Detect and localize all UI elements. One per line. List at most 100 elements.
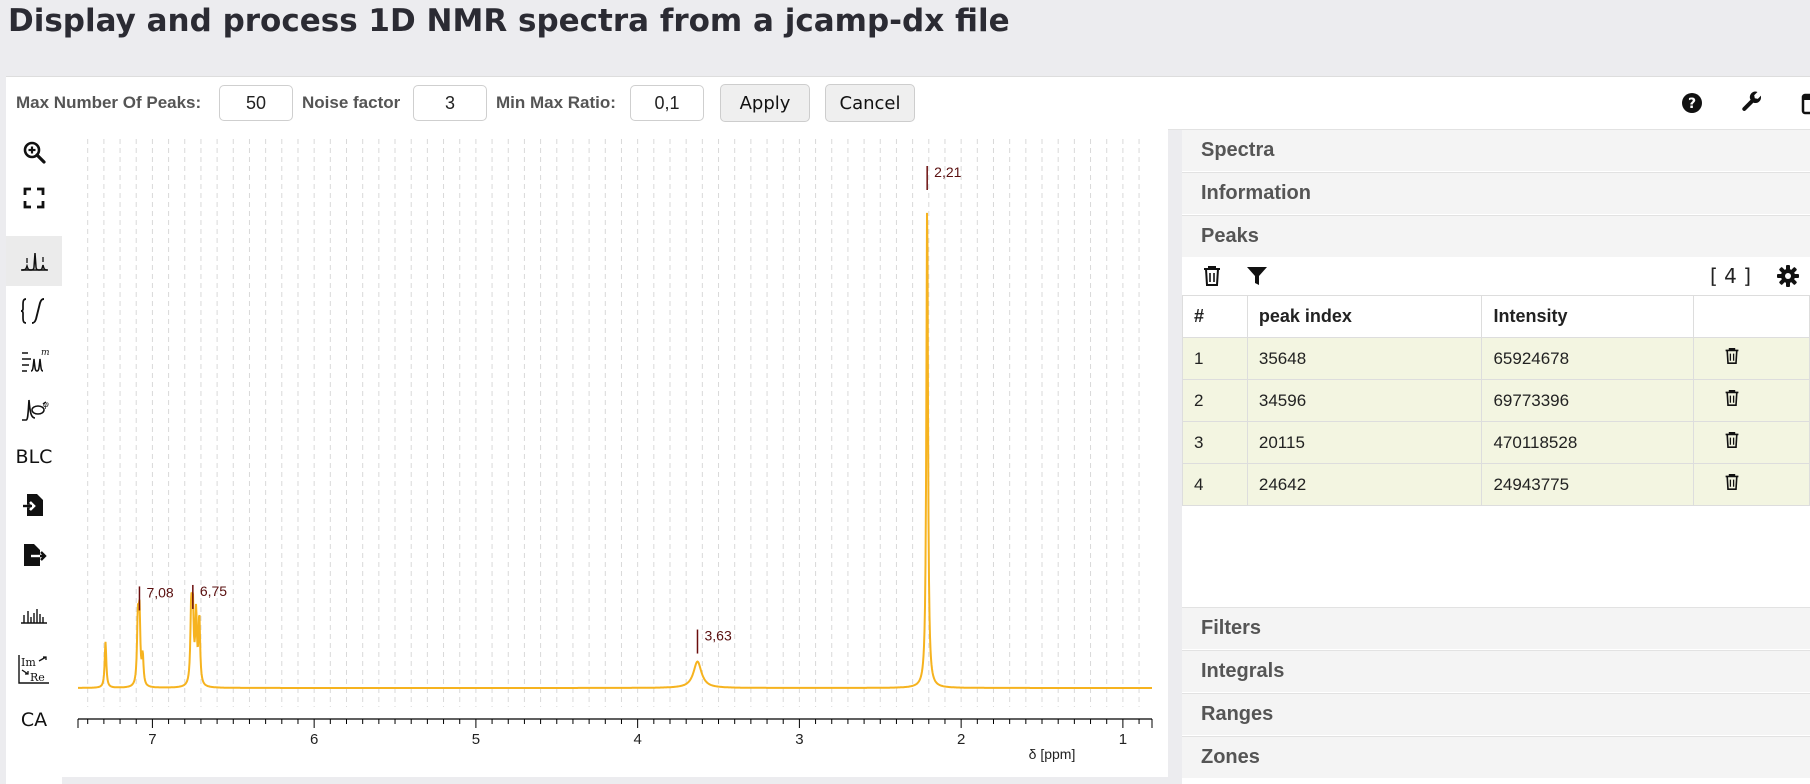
filters-section-header[interactable]: Filters — [1182, 607, 1810, 649]
svg-text:Im: Im — [21, 656, 36, 669]
integral-tool[interactable] — [6, 287, 62, 335]
baseline-correction-tool[interactable]: BLC — [6, 433, 62, 481]
trash-icon[interactable] — [1724, 347, 1740, 365]
min-max-ratio-input[interactable] — [630, 85, 704, 121]
filter-icon[interactable] — [1246, 266, 1268, 286]
real-imaginary-icon: Im Re — [18, 655, 49, 684]
peak-label: 7,08 — [146, 584, 173, 600]
trash-icon[interactable] — [1724, 473, 1740, 491]
peak-intensity: 24943775 — [1481, 463, 1695, 506]
svg-text:?: ? — [1688, 96, 1696, 112]
spectrum-line — [78, 212, 1152, 689]
delete-cell — [1693, 463, 1810, 506]
real-imaginary-tool[interactable]: Im Re — [6, 642, 62, 696]
integrals-section-header[interactable]: Integrals — [1182, 650, 1810, 692]
zoom-in-icon — [23, 141, 46, 164]
max-peaks-label: Max Number Of Peaks: — [16, 93, 202, 112]
integral-icon — [20, 298, 45, 324]
wrench-icon[interactable] — [1740, 91, 1764, 115]
table-row[interactable]: 3 20115 470118528 — [1182, 421, 1810, 464]
tool-sidebar: m φ BLC Im — [6, 129, 62, 784]
x-axis-label: δ [ppm] — [1029, 746, 1076, 762]
zones-section-header[interactable]: Zones — [1182, 736, 1810, 778]
calendar-icon[interactable] — [1800, 91, 1810, 115]
min-max-ratio-label: Min Max Ratio: — [496, 93, 616, 112]
spectra-section-header[interactable]: Spectra — [1182, 129, 1810, 171]
delete-cell — [1693, 337, 1810, 380]
x-tick-label: 7 — [148, 731, 156, 748]
svg-text:Re: Re — [30, 671, 45, 684]
ca-tool[interactable]: CA — [6, 697, 62, 743]
import-file-tool[interactable] — [6, 481, 62, 529]
import-file-icon — [23, 494, 43, 516]
ranges-section-header[interactable]: Ranges — [1182, 693, 1810, 735]
peak-picking-tool[interactable] — [6, 236, 62, 286]
peak-index: 35648 — [1246, 337, 1483, 380]
spectrum-stack-icon — [21, 609, 47, 624]
peaks-count: [ 4 ] — [1710, 264, 1752, 288]
grid-lines — [87, 139, 1140, 707]
delete-all-peaks-icon[interactable] — [1202, 265, 1222, 287]
information-section-header[interactable]: Information — [1182, 172, 1810, 214]
fullscreen-icon — [23, 187, 45, 209]
help-circle-icon[interactable]: ? — [1680, 91, 1704, 115]
peak-intensity: 470118528 — [1481, 421, 1695, 464]
column-header[interactable]: peak index — [1246, 295, 1483, 338]
max-peaks-input[interactable] — [219, 85, 293, 121]
peak-label: 6,75 — [200, 583, 227, 599]
gear-icon[interactable] — [1777, 265, 1799, 287]
cancel-button[interactable]: Cancel — [825, 84, 915, 122]
table-row[interactable]: 2 34596 69773396 — [1182, 379, 1810, 422]
trash-icon[interactable] — [1724, 389, 1740, 407]
multiplet-analysis-tool[interactable]: m — [6, 336, 62, 384]
apply-button[interactable]: Apply — [720, 84, 810, 122]
noise-factor-input[interactable] — [413, 85, 487, 121]
peak-number: 2 — [1182, 379, 1248, 422]
peak-number: 4 — [1182, 463, 1248, 506]
peak-intensity: 65924678 — [1481, 337, 1695, 380]
peak-markers: 7,08 6,75 3,63 2,21 — [138, 164, 962, 654]
column-header[interactable]: # — [1182, 295, 1248, 338]
table-row[interactable]: 4 24642 24943775 — [1182, 463, 1810, 506]
noise-factor-label: Noise factor — [302, 93, 401, 112]
side-panel: Spectra Information Peaks [ 4 ] — [1182, 129, 1810, 784]
nmr-spectrum-chart[interactable]: 7,08 6,75 3,63 2,21 7 6 5 4 3 2 1 δ [ppm] — [62, 129, 1168, 777]
trash-icon[interactable] — [1724, 431, 1740, 449]
peak-picking-icon — [21, 252, 49, 271]
peak-label: 2,21 — [934, 164, 961, 180]
x-ticks: 7 6 5 4 3 2 1 — [77, 719, 1153, 748]
multiplet-analysis-icon: m — [22, 348, 49, 372]
x-tick-label: 5 — [472, 731, 480, 748]
peak-number: 3 — [1182, 421, 1248, 464]
peak-index: 24642 — [1246, 463, 1483, 506]
column-header[interactable]: Intensity — [1481, 295, 1695, 338]
full-zoom-out-tool[interactable] — [6, 175, 62, 221]
zoom-in-tool[interactable] — [6, 129, 62, 175]
peak-index: 20115 — [1246, 421, 1483, 464]
x-tick-label: 4 — [633, 731, 641, 748]
spectrum-stack-tool[interactable] — [6, 586, 62, 642]
peak-label: 3,63 — [704, 628, 731, 644]
phase-correction-icon: φ — [22, 399, 49, 421]
export-file-tool[interactable] — [6, 531, 62, 579]
x-tick-label: 3 — [795, 731, 803, 748]
x-tick-label: 1 — [1119, 731, 1127, 748]
x-tick-label: 6 — [310, 731, 318, 748]
svg-text:m: m — [41, 348, 49, 358]
baseline-correction-text: BLC — [15, 446, 53, 468]
spectrum-viewer[interactable]: 7,08 6,75 3,63 2,21 7 6 5 4 3 2 1 δ [ppm] — [62, 129, 1168, 777]
table-row[interactable]: 1 35648 65924678 — [1182, 337, 1810, 380]
page-title: Display and process 1D NMR spectra from … — [8, 3, 1010, 39]
peak-index: 34596 — [1246, 379, 1483, 422]
peaks-section-header[interactable]: Peaks — [1182, 215, 1810, 257]
delete-cell — [1693, 379, 1810, 422]
column-header — [1693, 295, 1810, 338]
peaks-table: # peak index Intensity 1 35648 65924678 … — [1182, 295, 1810, 506]
phase-correction-tool[interactable]: φ — [6, 385, 62, 433]
peak-number: 1 — [1182, 337, 1248, 380]
peak-intensity: 69773396 — [1481, 379, 1695, 422]
peak-picking-toolbar: Max Number Of Peaks: Noise factor Min Ma… — [6, 76, 1810, 130]
svg-text:φ: φ — [43, 400, 49, 409]
peaks-toolbar: [ 4 ] — [1182, 257, 1810, 295]
x-tick-label: 2 — [957, 731, 965, 748]
